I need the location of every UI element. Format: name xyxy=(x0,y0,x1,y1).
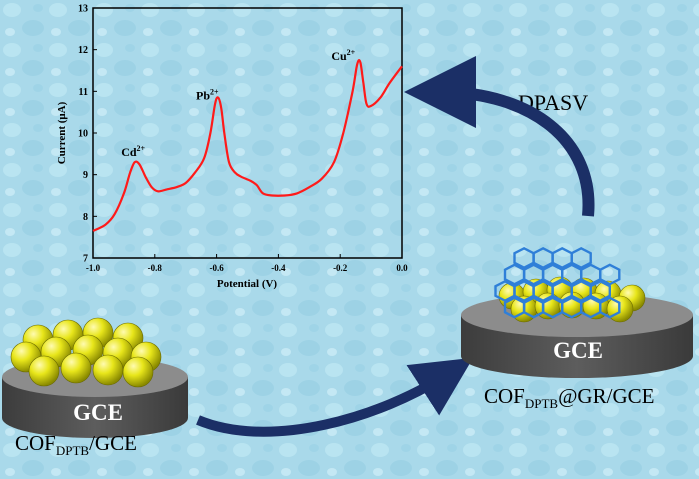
gold-sphere xyxy=(28,355,60,387)
cof-lattice-icon xyxy=(494,246,621,319)
right-caption-sub: DPTB xyxy=(525,396,559,411)
x-tick-label: -0.4 xyxy=(271,263,286,273)
cof-hexagon xyxy=(599,263,621,286)
right-gce-label: GCE xyxy=(553,338,603,363)
right-caption-main: COF xyxy=(484,384,525,408)
left-electrode: GCE xyxy=(2,317,188,438)
left-caption-main: COF xyxy=(15,431,56,455)
left-caption-sub: DPTB xyxy=(56,443,90,458)
peak-label-base: Cu xyxy=(331,49,347,63)
y-tick-label: 7 xyxy=(83,254,88,265)
x-tick-label: 0.0 xyxy=(396,263,408,273)
peak-label-cd: Cd2+ xyxy=(121,144,145,159)
gold-sphere xyxy=(60,352,92,384)
y-tick-label: 11 xyxy=(79,87,88,98)
y-tick-label: 12 xyxy=(78,45,88,56)
x-tick-label: -0.6 xyxy=(209,263,224,273)
left-caption-rest: /GCE xyxy=(89,431,137,455)
dpasv-arrow-icon xyxy=(404,56,595,217)
right-caption-rest: @GR/GCE xyxy=(558,384,654,408)
x-axis-ticks: -1.0 -0.8 -0.6 -0.4 -0.2 0.0 xyxy=(86,254,408,273)
x-tick-label: -0.8 xyxy=(148,263,163,273)
peak-label-base: Cd xyxy=(121,145,137,159)
current-curve xyxy=(92,59,403,232)
peak-label-charge: 2+ xyxy=(137,144,146,153)
peak-label-charge: 2+ xyxy=(210,88,219,97)
right-caption: COFDPTB@GR/GCE xyxy=(484,384,654,411)
peak-label-cu: Cu2+ xyxy=(331,48,355,63)
modification-arrow-icon xyxy=(196,357,474,437)
gold-sphere xyxy=(122,356,154,388)
y-axis-ticks: 7 8 9 10 11 12 13 xyxy=(78,4,97,265)
y-tick-label: 10 xyxy=(78,129,88,140)
peak-label-pb: Pb2+ xyxy=(196,88,219,103)
left-caption: COFDPTB/GCE xyxy=(15,431,137,458)
y-tick-label: 13 xyxy=(78,4,88,15)
x-axis-label: Potential (V) xyxy=(217,278,278,290)
x-tick-label: -1.0 xyxy=(86,263,101,273)
gold-sphere xyxy=(92,354,124,386)
peak-label-base: Pb xyxy=(196,89,210,103)
cof-hexagon xyxy=(570,246,592,270)
cof-hexagon xyxy=(599,296,621,319)
cof-hexagon xyxy=(589,279,611,303)
y-tick-label: 9 xyxy=(83,170,88,181)
left-gce-label: GCE xyxy=(73,400,123,425)
peak-annotations: Cd2+Pb2+Cu2+ xyxy=(121,48,355,159)
left-sphere-cluster xyxy=(10,317,162,388)
y-axis-label: Current (μA) xyxy=(56,101,68,164)
x-tick-label: -0.2 xyxy=(333,263,348,273)
y-tick-label: 8 xyxy=(83,212,88,223)
right-electrode: GCE xyxy=(461,246,693,378)
peak-label-charge: 2+ xyxy=(347,48,356,57)
